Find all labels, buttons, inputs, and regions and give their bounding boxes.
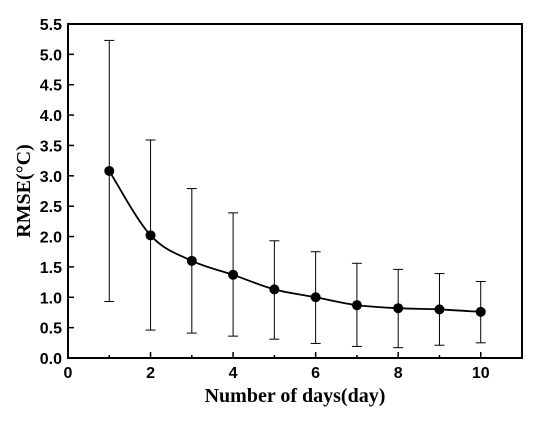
data-point [351,300,362,311]
data-point [104,165,115,176]
x-tick-label: 6 [311,365,320,382]
data-point [186,255,197,266]
plot-frame [67,23,523,359]
y-tick-label: 4.0 [40,108,62,125]
data-point [228,269,239,280]
data-point [145,230,156,241]
y-tick-label: 0.5 [40,321,62,338]
y-tick-label: 4.5 [40,78,62,95]
data-point [393,303,404,314]
y-tick-label: 0.0 [40,351,62,368]
chart-marks [104,39,486,349]
y-tick-label: 2.0 [40,230,62,247]
y-tick-label: 5.5 [40,17,62,34]
data-point [475,306,486,317]
x-tick-label: 2 [146,365,155,382]
y-axis-title: RMSE(°C) [13,144,35,238]
y-tick-label: 5.0 [40,47,62,64]
x-tick-label: 8 [394,365,403,382]
data-point [269,284,280,295]
y-tick-label: 1.0 [40,290,62,307]
x-axis-ticks: 0 2 4 6 8 10 [64,352,523,382]
y-tick-label: 1.5 [40,260,62,277]
y-tick-label: 3.5 [40,138,62,155]
y-tick-label: 3.0 [40,169,62,186]
x-axis-title: Number of days(day) [205,385,386,407]
data-point [310,292,321,303]
x-tick-label: 4 [229,365,238,382]
y-tick-label: 2.5 [40,199,62,216]
x-tick-label: 0 [64,365,73,382]
data-point [434,304,445,315]
series-line [108,170,481,313]
x-tick-label: 10 [472,365,490,382]
y-axis-ticks: 0.0 0.5 1.0 1.5 2.0 2.5 3.0 3.5 4.0 4.5 5.0 5.5 [40,17,74,368]
